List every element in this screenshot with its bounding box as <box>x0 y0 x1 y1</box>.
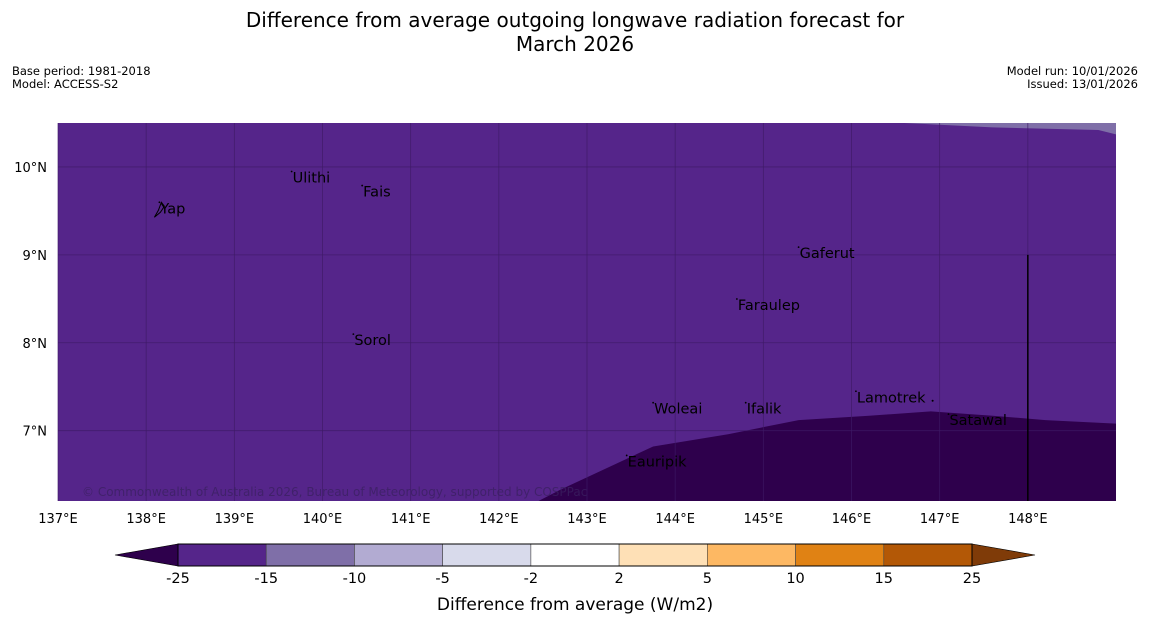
colorbar-segment <box>883 543 973 567</box>
colorbar-segment <box>530 543 620 567</box>
colorbar-label: -15 <box>254 571 278 587</box>
island-marker <box>931 399 934 402</box>
island-marker <box>352 333 355 336</box>
colorbar-low-extension <box>114 543 179 567</box>
place-label-yap: Yap <box>159 201 185 217</box>
colorbar-label: 5 <box>703 571 712 587</box>
colorbar-label: 10 <box>786 571 804 587</box>
lat-tick-label: 9°N <box>23 249 48 264</box>
place-label-fais: Fais <box>363 185 390 201</box>
island-marker <box>947 413 950 416</box>
lon-tick-label: 141°E <box>391 512 431 527</box>
colorbar-label: 25 <box>963 571 981 587</box>
lat-tick-label: 8°N <box>23 337 48 352</box>
lon-tick-label: 138°E <box>126 512 166 527</box>
lat-tick-label: 10°N <box>14 161 47 176</box>
lon-tick-label: 140°E <box>303 512 343 527</box>
colorbar-segment <box>354 543 443 567</box>
colorbar-segment <box>265 543 355 567</box>
base-period-text: Base period: 1981-2018 <box>12 64 151 78</box>
colorbar-label: 15 <box>875 571 893 587</box>
lon-tick-label: 142°E <box>479 512 519 527</box>
island-marker <box>652 401 655 404</box>
lon-tick-label: 137°E <box>38 512 78 527</box>
place-label-satawal: Satawal <box>949 413 1006 429</box>
model-text: Model: ACCESS-S2 <box>12 77 119 91</box>
anomaly-region-strong <box>538 411 1116 501</box>
model-run-text: Model run: 10/01/2026 <box>1006 64 1138 78</box>
colorbar-label: -2 <box>524 571 538 587</box>
meta-left: Base period: 1981-2018 Model: ACCESS-S2 <box>12 65 151 91</box>
island-marker <box>361 184 364 187</box>
colorbar-frame <box>177 543 973 567</box>
place-label-eauripik: Eauripik <box>628 454 687 470</box>
colorbar-label: -25 <box>166 571 190 587</box>
colorbar-segment <box>442 543 532 567</box>
place-label-ulithi: Ulithi <box>293 171 331 187</box>
colorbar-label: 2 <box>614 571 623 587</box>
island-marker <box>744 401 747 404</box>
colorbar-high-extension <box>971 543 1036 567</box>
colorbar-label: -10 <box>343 571 367 587</box>
colorbar-segment <box>177 543 267 567</box>
place-label-sorol: Sorol <box>354 333 391 349</box>
chart-title-line1: Difference from average outgoing longwav… <box>245 8 905 32</box>
place-label-woleai: Woleai <box>654 402 702 418</box>
place-label-ifalik: Ifalik <box>747 402 782 418</box>
lat-tick-label: 7°N <box>23 425 48 440</box>
island-marker <box>290 170 293 173</box>
lon-tick-label: 147°E <box>920 512 960 527</box>
place-label-lamotrek: Lamotrek <box>857 390 926 406</box>
colorbar-label: -5 <box>435 571 449 587</box>
lon-tick-label: 144°E <box>655 512 695 527</box>
issued-text: Issued: 13/01/2026 <box>1027 77 1138 91</box>
lon-tick-label: 145°E <box>744 512 784 527</box>
place-label-gaferut: Gaferut <box>800 246 855 262</box>
lon-tick-label: 143°E <box>567 512 607 527</box>
lon-tick-label: 139°E <box>215 512 255 527</box>
yap-island-shape <box>153 201 166 218</box>
colorbar-segment <box>707 543 796 567</box>
chart-title-line2: March 2026 <box>515 32 635 56</box>
chart-title: Difference from average outgoing longwav… <box>0 8 1150 56</box>
island-marker <box>625 454 628 457</box>
colorbar-segment <box>795 543 885 567</box>
anomaly-region-moderate <box>904 123 1116 135</box>
copyright-text: © Commonwealth of Australia 2026, Bureau… <box>82 485 587 499</box>
island-marker <box>735 298 738 300</box>
island-marker <box>797 246 800 249</box>
island-marker <box>855 390 857 393</box>
lon-tick-label: 146°E <box>832 512 872 527</box>
colorbar-title: Difference from average (W/m2) <box>437 595 713 615</box>
lon-tick-label: 148°E <box>1008 512 1048 527</box>
colorbar-segment <box>618 543 708 567</box>
island-marker <box>158 201 161 204</box>
place-label-faraulep: Faraulep <box>738 298 800 314</box>
meta-right: Model run: 10/01/2026 Issued: 13/01/2026 <box>1007 65 1138 91</box>
